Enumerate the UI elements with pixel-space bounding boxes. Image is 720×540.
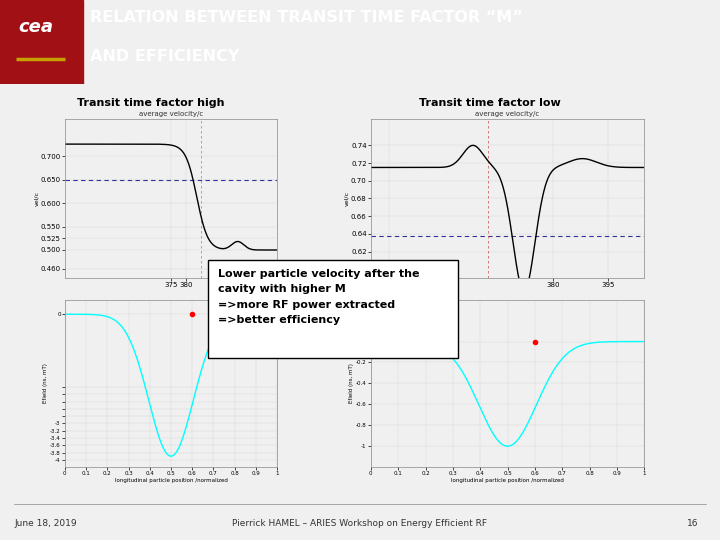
- Text: Transit time factor low: Transit time factor low: [419, 98, 560, 109]
- Text: 16: 16: [687, 519, 698, 528]
- Y-axis label: vel/c: vel/c: [344, 191, 349, 206]
- Text: AND EFFICIENCY: AND EFFICIENCY: [90, 49, 239, 64]
- Text: Pierrick HAMEL – ARIES Workshop on Energy Efficient RF: Pierrick HAMEL – ARIES Workshop on Energ…: [233, 519, 487, 528]
- Y-axis label: Efield (ns, mT): Efield (ns, mT): [349, 363, 354, 403]
- Bar: [0, 0, 83, 84]
- Text: Lower particle velocity after the
cavity with higher M
=>more RF power extracted: Lower particle velocity after the cavity…: [218, 269, 420, 325]
- X-axis label: longitudinal particle position /normalized: longitudinal particle position /normaliz…: [114, 478, 228, 483]
- Title: average velocity/c: average velocity/c: [139, 111, 203, 117]
- Y-axis label: Efield (ns, mT): Efield (ns, mT): [43, 363, 48, 403]
- X-axis label: longitudinal particle position /normalized: longitudinal particle position /normaliz…: [451, 478, 564, 483]
- FancyBboxPatch shape: [208, 260, 458, 358]
- Title: average velocity/c: average velocity/c: [475, 111, 540, 117]
- Text: cea: cea: [18, 18, 53, 36]
- Text: RELATION BETWEEN TRANSIT TIME FACTOR “M”: RELATION BETWEEN TRANSIT TIME FACTOR “M”: [90, 10, 523, 25]
- Y-axis label: vel/c: vel/c: [34, 191, 39, 206]
- Text: Transit time factor high: Transit time factor high: [78, 98, 225, 109]
- Text: June 18, 2019: June 18, 2019: [14, 519, 77, 528]
